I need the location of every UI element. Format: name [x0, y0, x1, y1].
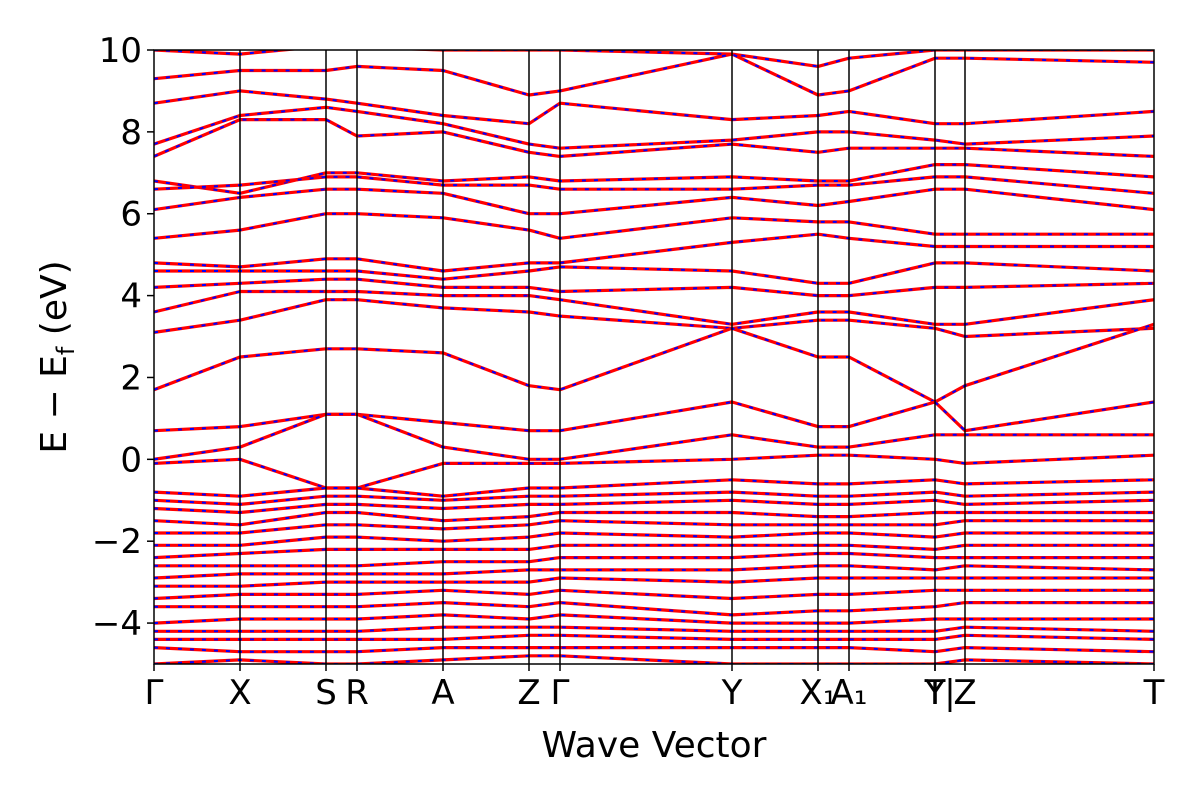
x-tick-label: X₁ — [800, 673, 837, 713]
x-tick-label: T — [924, 673, 946, 713]
x-tick-label: A₁ — [831, 673, 868, 713]
x-tick-label: Z — [953, 673, 976, 713]
x-tick-label: T — [1143, 673, 1165, 713]
y-axis-label-main: E − E — [34, 355, 75, 454]
x-tick-label: Γ — [145, 673, 164, 713]
plot-frame — [153, 49, 1155, 665]
y-tick-label: 2 — [120, 358, 142, 398]
y-axis-ticks-group: −4 −2 0 2 4 6 8 10 — [92, 31, 154, 644]
x-axis-label: Wave Vector — [542, 725, 767, 766]
x-tick-label: | — [944, 673, 955, 713]
y-tick-label: 10 — [99, 31, 142, 71]
x-tick-label: A — [431, 673, 454, 713]
y-tick-label: 8 — [120, 113, 142, 153]
x-tick-label: Γ — [551, 673, 570, 713]
y-tick-label: 0 — [120, 440, 142, 480]
y-axis-label: E − Ef (eV) — [34, 260, 80, 453]
x-tick-label: S — [315, 673, 337, 713]
x-tick-label: R — [345, 673, 369, 713]
y-tick-label: 6 — [120, 195, 142, 235]
x-tick-label: Y — [924, 673, 946, 713]
y-axis-label-unit: (eV) — [34, 260, 75, 346]
x-tick-label: X — [228, 673, 251, 713]
y-axis-label-subscript: f — [52, 346, 80, 355]
high-symmetry-lines-group — [239, 50, 966, 664]
y-tick-label: −2 — [92, 522, 142, 562]
y-tick-label: −4 — [92, 604, 142, 644]
x-tick-label: Y — [721, 673, 743, 713]
x-tick-label: Z — [517, 673, 540, 713]
y-tick-label: 4 — [120, 277, 142, 317]
